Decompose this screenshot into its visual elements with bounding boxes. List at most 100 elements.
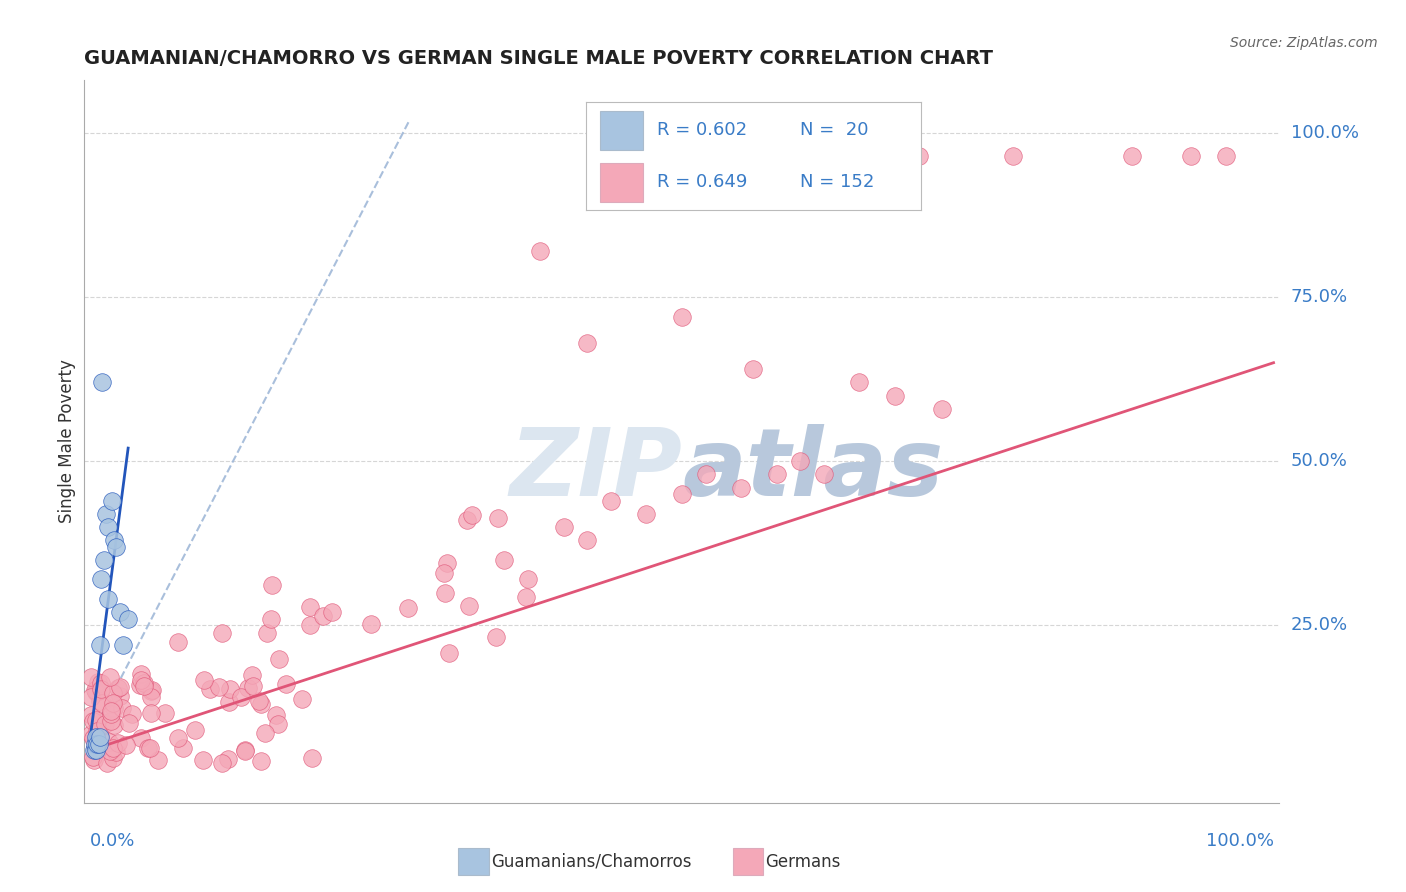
FancyBboxPatch shape (600, 162, 643, 202)
Text: GUAMANIAN/CHAMORRO VS GERMAN SINGLE MALE POVERTY CORRELATION CHART: GUAMANIAN/CHAMORRO VS GERMAN SINGLE MALE… (84, 48, 994, 68)
Point (107, 736, 129, 750)
Point (110, 680, 132, 694)
Point (139, 690, 162, 705)
Point (94, 507, 117, 521)
Point (112, 638, 135, 652)
Text: atlas: atlas (682, 425, 943, 516)
Point (86, 685, 108, 699)
Point (233, 742, 256, 756)
Point (262, 578, 284, 592)
Y-axis label: Single Male Poverty: Single Male Poverty (58, 359, 76, 524)
Point (129, 677, 152, 691)
Point (789, 454, 811, 468)
Point (80, 670, 103, 684)
Point (129, 731, 152, 746)
Point (90, 573, 112, 587)
Point (97, 735, 120, 749)
Point (242, 679, 264, 693)
Point (218, 682, 240, 697)
Text: N = 152: N = 152 (800, 173, 875, 191)
Text: 0.0%: 0.0% (90, 831, 135, 850)
Point (103, 701, 125, 715)
Point (86, 723, 108, 738)
Point (167, 635, 190, 649)
Point (184, 723, 207, 738)
Point (153, 706, 176, 720)
Point (218, 695, 240, 709)
Point (276, 677, 298, 691)
Point (129, 673, 152, 687)
Point (250, 754, 273, 768)
Text: Source: ZipAtlas.com: Source: ZipAtlas.com (1230, 36, 1378, 50)
Point (765, 467, 787, 482)
Point (83, 743, 105, 757)
Point (494, 553, 516, 567)
Point (434, 585, 457, 599)
Point (84, 683, 107, 698)
Point (1180, 149, 1202, 163)
Point (576, 336, 599, 351)
Point (253, 726, 276, 740)
Point (848, 149, 870, 163)
Point (89, 729, 111, 743)
Point (80, 726, 103, 740)
Point (84, 685, 107, 699)
Point (298, 617, 321, 632)
Point (87, 718, 110, 732)
Point (264, 708, 287, 723)
Point (139, 706, 162, 721)
Point (695, 467, 717, 482)
Point (89, 638, 111, 652)
Point (1121, 149, 1143, 163)
Point (529, 244, 551, 258)
Point (83, 682, 105, 697)
Point (193, 673, 215, 687)
Point (96, 756, 118, 770)
Point (134, 679, 156, 693)
Point (103, 751, 125, 765)
Point (100, 704, 122, 718)
Point (82, 750, 104, 764)
Point (299, 600, 322, 615)
Text: N =  20: N = 20 (800, 121, 869, 139)
Point (848, 376, 870, 390)
Text: R = 0.602: R = 0.602 (657, 121, 747, 139)
Point (79, 690, 101, 705)
Point (600, 493, 623, 508)
Point (931, 401, 953, 416)
Point (141, 684, 163, 698)
Point (100, 714, 122, 728)
Point (86, 743, 108, 757)
Point (515, 590, 537, 604)
Point (240, 667, 263, 681)
Point (695, 149, 717, 163)
Point (456, 513, 478, 527)
Point (89, 730, 111, 744)
Point (247, 694, 270, 708)
Point (167, 731, 190, 745)
Point (321, 605, 343, 619)
Point (711, 149, 734, 163)
Point (883, 388, 905, 402)
Point (789, 149, 811, 163)
Point (312, 609, 335, 624)
Point (748, 149, 770, 163)
Text: 25.0%: 25.0% (1291, 616, 1348, 634)
Point (90, 696, 112, 710)
Point (118, 715, 141, 730)
Point (84, 730, 107, 744)
Point (136, 740, 159, 755)
Point (484, 630, 506, 644)
Point (103, 717, 125, 731)
Point (87, 737, 110, 751)
Point (433, 566, 456, 580)
Text: R = 0.649: R = 0.649 (657, 173, 747, 191)
Point (107, 681, 129, 695)
Point (93, 553, 115, 567)
Point (1215, 149, 1237, 163)
Point (97, 520, 120, 534)
Point (267, 652, 290, 666)
Point (80, 708, 103, 723)
Point (84, 743, 107, 757)
Point (84, 737, 107, 751)
